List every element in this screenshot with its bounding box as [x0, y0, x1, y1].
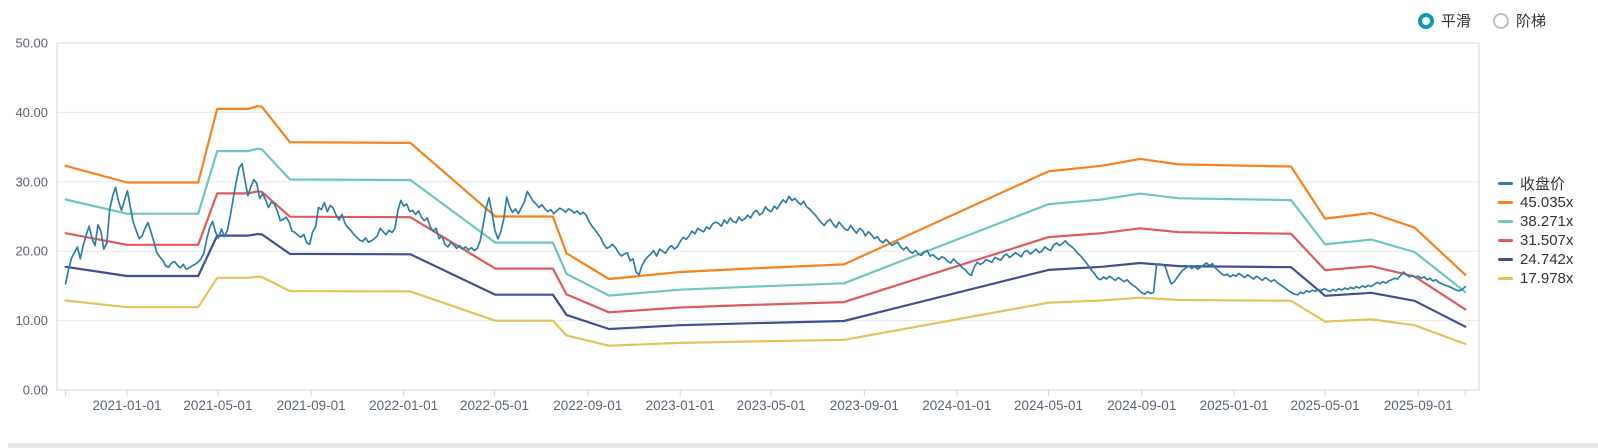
series-pe-band-38.271x	[64, 147, 1467, 297]
x-axis-label: 2024-01-01	[922, 398, 991, 413]
legend-item-pe-24x[interactable]: 24.742x	[1498, 251, 1574, 268]
legend-line-marker-icon	[1498, 220, 1513, 223]
y-axis-label: 0.00	[23, 383, 48, 398]
x-axis-label: 2025-01-01	[1200, 398, 1269, 413]
series-pe-band-31.507x	[64, 190, 1467, 314]
legend-line-marker-icon	[1498, 201, 1513, 204]
y-axis-label: 40.00	[15, 105, 48, 120]
legend-item-label: 收盘价	[1520, 176, 1566, 193]
x-axis-label: 2021-01-01	[92, 398, 161, 413]
series-pe-band-45.035x	[64, 105, 1467, 281]
radio-smooth-label: 平滑	[1441, 13, 1472, 30]
y-axis-label: 30.00	[15, 174, 48, 189]
series-pe-band-17.978x	[64, 275, 1467, 347]
legend-line-marker-icon	[1498, 258, 1513, 261]
legend-item-close-price[interactable]: 收盘价	[1498, 176, 1573, 193]
x-axis-label: 2021-09-01	[277, 398, 346, 413]
x-axis-label: 2025-05-01	[1291, 398, 1360, 413]
x-axis-label: 2022-05-01	[460, 398, 529, 413]
series-pe-band-24.742x	[64, 233, 1467, 331]
radio-unselected-icon[interactable]	[1493, 12, 1510, 29]
legend-line-marker-icon	[1498, 239, 1513, 242]
line-style-radio-group: 平滑 阶梯	[1418, 10, 1546, 31]
y-axis-label: 20.00	[15, 244, 48, 259]
legend-item-label: 45.035x	[1520, 194, 1574, 211]
series-close-price-line	[64, 162, 1467, 296]
x-axis-label: 2023-05-01	[737, 398, 806, 413]
legend-item-label: 31.507x	[1520, 232, 1574, 249]
legend-line-marker-icon	[1498, 277, 1513, 280]
legend-item-pe-45x[interactable]: 45.035x	[1498, 194, 1574, 211]
legend-item-label: 38.271x	[1520, 213, 1574, 230]
radio-selected-icon[interactable]	[1418, 12, 1434, 29]
bottom-divider-bar	[8, 443, 1598, 448]
legend-item-label: 17.978x	[1520, 270, 1574, 287]
grid-lines	[57, 111, 1479, 322]
x-axis-label: 2023-01-01	[646, 398, 715, 413]
x-axis-label: 2024-09-01	[1107, 398, 1176, 413]
legend-item-pe-17x[interactable]: 17.978x	[1498, 270, 1574, 287]
y-axis-label: 10.00	[15, 313, 48, 328]
legend-item-label: 24.742x	[1520, 251, 1574, 268]
radio-step-label: 阶梯	[1516, 13, 1547, 30]
x-axis-label: 2022-01-01	[369, 398, 438, 413]
legend-line-marker-icon	[1498, 182, 1513, 185]
x-axis-label: 2023-09-01	[830, 398, 899, 413]
legend-item-pe-31x[interactable]: 31.507x	[1498, 232, 1574, 249]
x-axis-label: 2024-05-01	[1014, 398, 1083, 413]
x-axis-label: 2022-09-01	[553, 398, 622, 413]
radio-smooth[interactable]: 平滑	[1418, 10, 1471, 31]
x-axis-label: 2021-05-01	[183, 398, 252, 413]
radio-step[interactable]: 阶梯	[1493, 10, 1546, 31]
chart-legend: 收盘价 45.035x 38.271x 31.507x 24.742x 17.978x	[1498, 176, 1574, 287]
y-axis-label: 50.00	[15, 36, 48, 51]
plot-border[interactable]	[56, 42, 1480, 391]
legend-item-pe-38x[interactable]: 38.271x	[1498, 213, 1574, 230]
x-axis-label: 2025-09-01	[1384, 398, 1453, 413]
